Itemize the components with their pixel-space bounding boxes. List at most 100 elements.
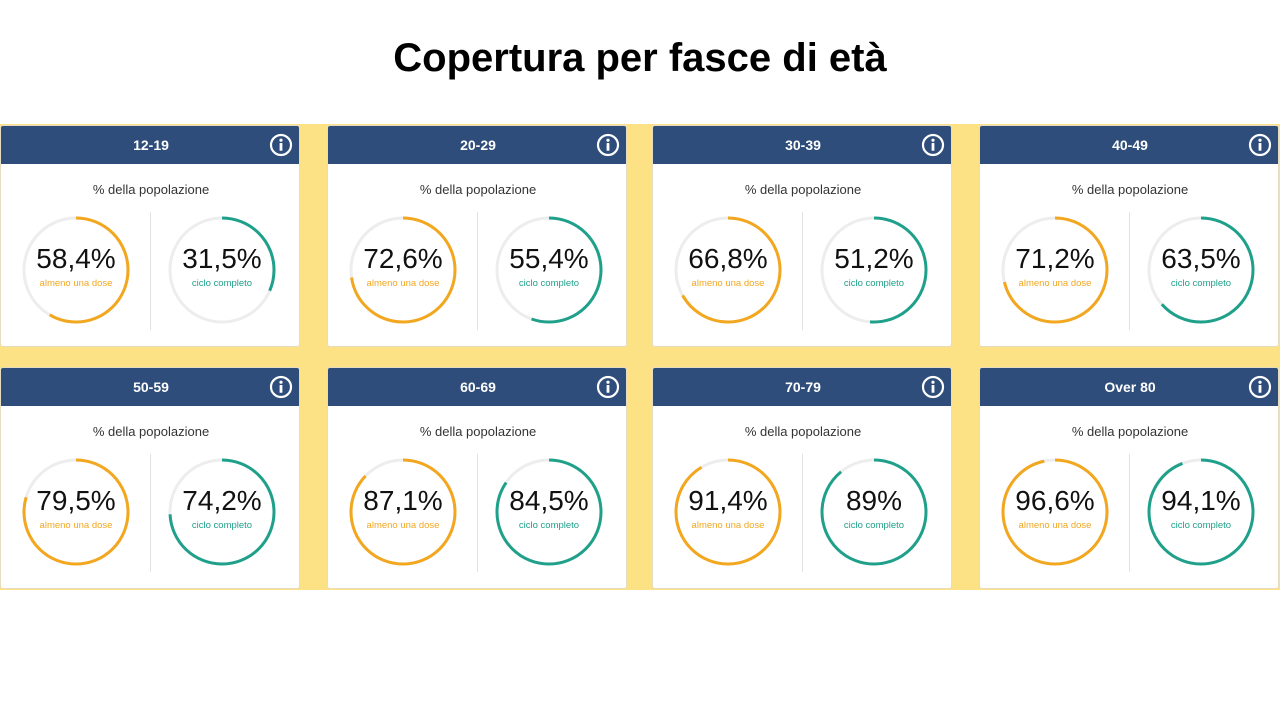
dose-arc: [349, 458, 457, 566]
card-header: 30-39: [653, 126, 951, 164]
complete-arc: [820, 216, 928, 324]
dose-gauge: 96,6% almeno una dose: [999, 456, 1111, 568]
dose-arc: [349, 216, 457, 324]
gauge-value: 71,2%: [1015, 243, 1095, 274]
complete-arc: [495, 216, 603, 324]
card-title: 20-29: [460, 137, 496, 153]
gauge-value: 84,5%: [509, 485, 589, 516]
info-icon[interactable]: [921, 133, 945, 157]
card-header: Over 80: [980, 368, 1278, 406]
age-group-card: 30-39 % della popolazione 66,8% almeno una …: [652, 125, 952, 347]
gauge-label: almeno una dose: [366, 520, 440, 531]
dose-gauge: 72,6% almeno una dose: [347, 214, 459, 326]
card-subtitle: % della popolazione: [744, 424, 862, 439]
complete-gauge: 51,2% ciclo completo: [818, 214, 930, 326]
info-icon[interactable]: [596, 375, 620, 399]
gauge-ring: [495, 216, 603, 324]
info-icon[interactable]: [921, 375, 945, 399]
gauge-value: 94,1%: [1161, 485, 1241, 516]
card-subtitle: % della popolazione: [92, 424, 210, 439]
gauge-divider: [802, 212, 803, 330]
gauge-label: ciclo completo: [843, 520, 905, 531]
gauge-ring: [22, 458, 130, 566]
card-title: 12-19: [133, 137, 169, 153]
complete-gauge: 94,1% ciclo completo: [1145, 456, 1257, 568]
complete-gauge: 74,2% ciclo completo: [166, 456, 278, 568]
complete-gauge: 84,5% ciclo completo: [493, 456, 605, 568]
card-title: 40-49: [1112, 137, 1148, 153]
gauge-label: ciclo completo: [1170, 520, 1232, 531]
age-group-board: 12-19 % della popolazione 58,4% almeno una …: [0, 124, 1280, 590]
info-icon[interactable]: [269, 375, 293, 399]
info-icon[interactable]: [596, 133, 620, 157]
complete-arc: [820, 458, 928, 566]
gauge-label: almeno una dose: [691, 520, 765, 531]
info-icon[interactable]: [1248, 133, 1272, 157]
info-icon[interactable]: [1248, 375, 1272, 399]
gauge-divider: [1129, 454, 1130, 572]
card-subtitle: % della popolazione: [744, 182, 862, 197]
gauge-label: ciclo completo: [518, 278, 580, 289]
gauge-ring: [349, 216, 457, 324]
page-title: Copertura per fasce di età: [393, 36, 887, 80]
complete-arc: [1147, 216, 1255, 324]
gauge-label: ciclo completo: [518, 520, 580, 531]
card-header: 20-29: [328, 126, 626, 164]
gauge-value: 55,4%: [509, 243, 589, 274]
card-title: 30-39: [785, 137, 821, 153]
gauge-divider: [802, 454, 803, 572]
gauge-value: 31,5%: [182, 243, 262, 274]
dose-arc: [674, 458, 782, 566]
dose-gauge: 87,1% almeno una dose: [347, 456, 459, 568]
info-icon[interactable]: [269, 133, 293, 157]
age-group-card: 12-19 % della popolazione 58,4% almeno una …: [0, 125, 300, 347]
gauge-label: ciclo completo: [191, 520, 253, 531]
dose-arc: [1001, 458, 1109, 566]
age-group-card: 60-69 % della popolazione 87,1% almeno una …: [327, 367, 627, 589]
gauge-value: 89%: [845, 485, 903, 516]
gauge-value: 58,4%: [36, 243, 116, 274]
gauge-ring: [674, 458, 782, 566]
age-group-card: 40-49 % della popolazione 71,2% almeno una …: [979, 125, 1279, 347]
card-header: 60-69: [328, 368, 626, 406]
complete-arc: [495, 458, 603, 566]
gauge-ring: [168, 216, 276, 324]
age-group-card: Over 80 % della popolazione 96,6% almeno un…: [979, 367, 1279, 589]
gauge-ring: [495, 458, 603, 566]
complete-gauge: 31,5% ciclo completo: [166, 214, 278, 326]
gauge-value: 72,6%: [363, 243, 443, 274]
dose-gauge: 66,8% almeno una dose: [672, 214, 784, 326]
gauge-divider: [477, 454, 478, 572]
gauge-label: almeno una dose: [39, 278, 113, 289]
card-header: 12-19: [1, 126, 299, 164]
gauge-label: almeno una dose: [39, 520, 113, 531]
dose-gauge: 91,4% almeno una dose: [672, 456, 784, 568]
gauge-value: 96,6%: [1015, 485, 1095, 516]
dose-gauge: 79,5% almeno una dose: [20, 456, 132, 568]
gauge-value: 87,1%: [363, 485, 443, 516]
gauge-ring: [1001, 216, 1109, 324]
complete-arc: [168, 458, 276, 566]
gauge-label: ciclo completo: [1170, 278, 1232, 289]
gauge-value: 51,2%: [834, 243, 914, 274]
card-subtitle: % della popolazione: [419, 424, 537, 439]
gauge-value: 91,4%: [688, 485, 768, 516]
gauge-divider: [477, 212, 478, 330]
card-subtitle: % della popolazione: [1071, 424, 1189, 439]
gauge-label: ciclo completo: [191, 278, 253, 289]
gauge-label: almeno una dose: [366, 278, 440, 289]
age-group-card: 20-29 % della popolazione 72,6% almeno una …: [327, 125, 627, 347]
complete-arc: [1147, 458, 1255, 566]
gauge-divider: [150, 454, 151, 572]
gauge-ring: [820, 458, 928, 566]
card-subtitle: % della popolazione: [1071, 182, 1189, 197]
gauge-label: almeno una dose: [1018, 278, 1092, 289]
gauge-ring: [168, 458, 276, 566]
card-title: 60-69: [460, 379, 496, 395]
complete-gauge: 89% ciclo completo: [818, 456, 930, 568]
gauge-label: ciclo completo: [843, 278, 905, 289]
card-subtitle: % della popolazione: [92, 182, 210, 197]
gauge-label: almeno una dose: [1018, 520, 1092, 531]
gauge-divider: [150, 212, 151, 330]
dose-arc: [674, 216, 782, 324]
